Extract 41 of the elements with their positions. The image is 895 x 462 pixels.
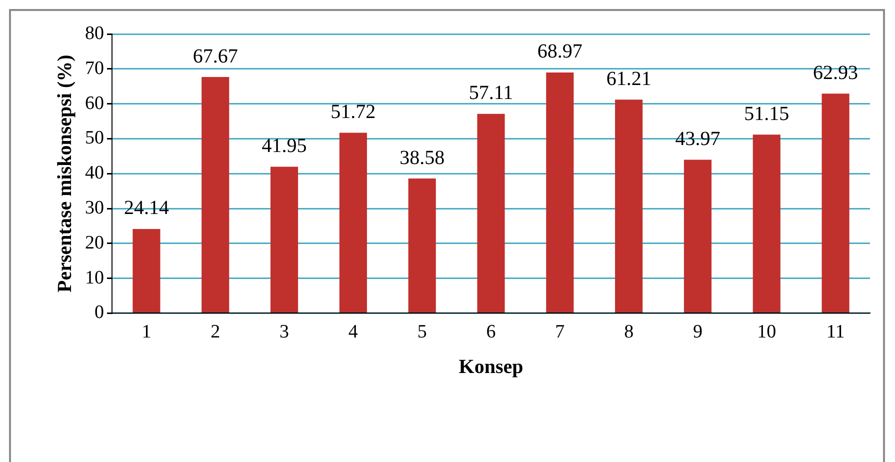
data-label: 38.58 [400,146,445,169]
y-tick-label: 60 [85,92,104,114]
x-tick-label: 3 [280,322,290,343]
x-axis-title: Konsep [458,356,524,378]
x-tick-label: 10 [757,322,776,343]
bar [408,178,436,312]
bar [477,114,505,312]
y-axis-title: Persentase miskonsepsi (%) [54,54,76,292]
x-tick-label: 9 [692,322,702,343]
x-tick-label: 6 [486,322,496,343]
x-tick-label: 2 [210,322,220,343]
y-tick-label: 70 [85,58,104,79]
bar [270,166,298,312]
y-tick-label: 0 [94,302,104,324]
data-label: 57.11 [468,82,514,104]
x-tick-label: 11 [826,322,845,343]
y-tick-label: 20 [85,232,104,254]
y-tick-label: 40 [85,162,104,184]
x-tick-label: 5 [417,322,427,343]
data-label: 67.67 [192,45,238,68]
y-tick-label: 30 [85,197,104,218]
bar [752,134,780,312]
data-label: 51.72 [330,100,376,123]
x-tick-label: 7 [555,322,565,343]
x-tick-label: 1 [142,322,152,343]
data-label: 68.97 [537,40,582,63]
bar [546,72,574,312]
bar [132,228,160,312]
data-label: 51.15 [744,102,790,125]
bar [822,94,850,312]
y-tick-label: 10 [85,267,104,288]
x-tick-label: 4 [348,322,358,343]
bar [202,77,230,312]
bar [339,132,367,312]
bar [615,100,643,312]
y-tick-label: 80 [85,22,104,44]
data-label: 41.95 [262,135,307,158]
x-tick-label: 8 [624,322,634,343]
data-label: 61.21 [606,68,652,90]
bar [684,160,712,312]
y-tick-label: 50 [85,128,104,149]
